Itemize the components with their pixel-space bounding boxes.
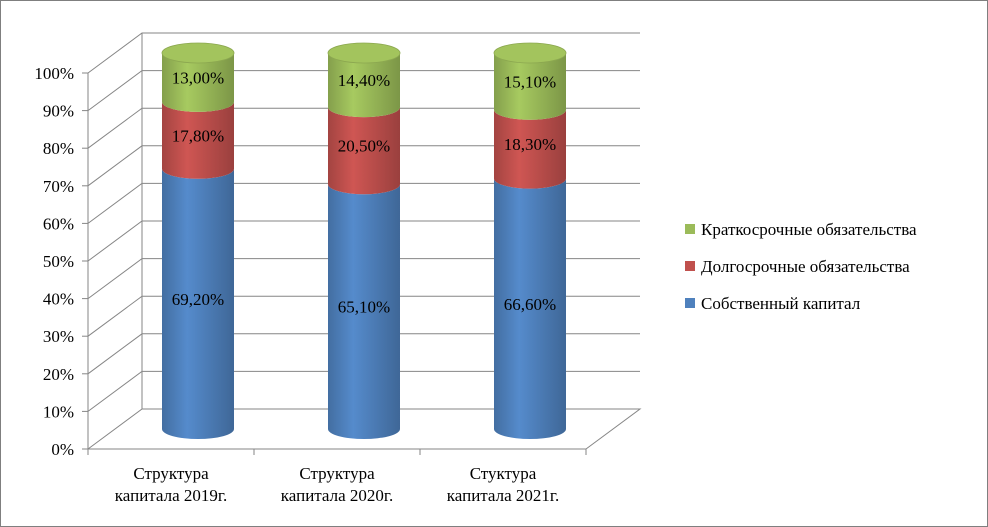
bar-top-cap [493,42,567,64]
y-tick-label: 90% [43,102,74,121]
gridlines [87,32,640,412]
data-label: 20,50% [338,137,390,156]
gridline [87,182,640,224]
bar-segment [494,178,566,440]
bar-segment [494,109,566,189]
y-tick-label: 80% [43,139,74,158]
bar-segment [328,53,400,118]
data-label: 14,40% [338,71,390,90]
bar-top-cap [327,42,401,64]
bar-segment [328,184,400,439]
data-label: 15,10% [504,72,556,91]
gridline [87,145,640,187]
data-label: 66,60% [504,295,556,314]
data-label: 17,80% [172,126,224,145]
bars [161,42,567,440]
bar-segment [328,107,400,195]
x-category-label: Стуктура [470,464,537,483]
x-category-label: Структура [299,464,375,483]
legend-label: Долгосрочные обязательства [701,257,910,276]
legend-swatch [685,224,695,234]
y-tick-label: 50% [43,252,74,271]
bar-segment [494,53,566,120]
gridline [87,258,640,300]
legend: Краткосрочные обязательства Долгосрочные … [685,220,917,313]
y-tick-label: 20% [43,365,74,384]
y-tick-label: 10% [43,402,74,421]
y-tick-label: 0% [51,440,74,459]
gridline [87,70,640,112]
bar-segment [162,101,234,179]
gridline [87,370,640,412]
bar-segment [162,168,234,440]
x-category-label: капитала 2021г. [447,486,559,505]
y-tick-label: 100% [34,64,74,83]
y-tick-label: 60% [43,214,74,233]
x-category-label: капитала 2020г. [281,486,393,505]
x-category-label: Структура [133,464,209,483]
legend-swatch [685,261,695,271]
y-tick-label: 70% [43,177,74,196]
y-axis: 0% 10% 20% 30% 40% 50% 60% 70% 80% 90% 100% [34,64,89,459]
data-label: 18,30% [504,135,556,154]
gridline [87,295,640,337]
gridline [87,220,640,262]
gridline [87,32,640,74]
bar-top-cap [161,42,235,64]
data-labels: 69,20% 17,80% 13,00% 65,10% 20,50% 14,40% 66,6… [172,68,556,316]
legend-label: Собственный капитал [701,294,861,313]
data-label: 13,00% [172,68,224,87]
x-category-label: капитала 2019г. [115,486,227,505]
gridline [87,333,640,375]
data-label: 65,10% [338,298,390,317]
y-tick-label: 30% [43,327,74,346]
legend-swatch [685,298,695,308]
y-tick-label: 40% [43,290,74,309]
gridline [87,107,640,149]
x-axis: Структура капитала 2019г. Структура капитал… [87,448,587,505]
bar-segment [162,53,234,112]
legend-label: Краткосрочные обязательства [701,220,917,239]
data-label: 69,20% [172,290,224,309]
